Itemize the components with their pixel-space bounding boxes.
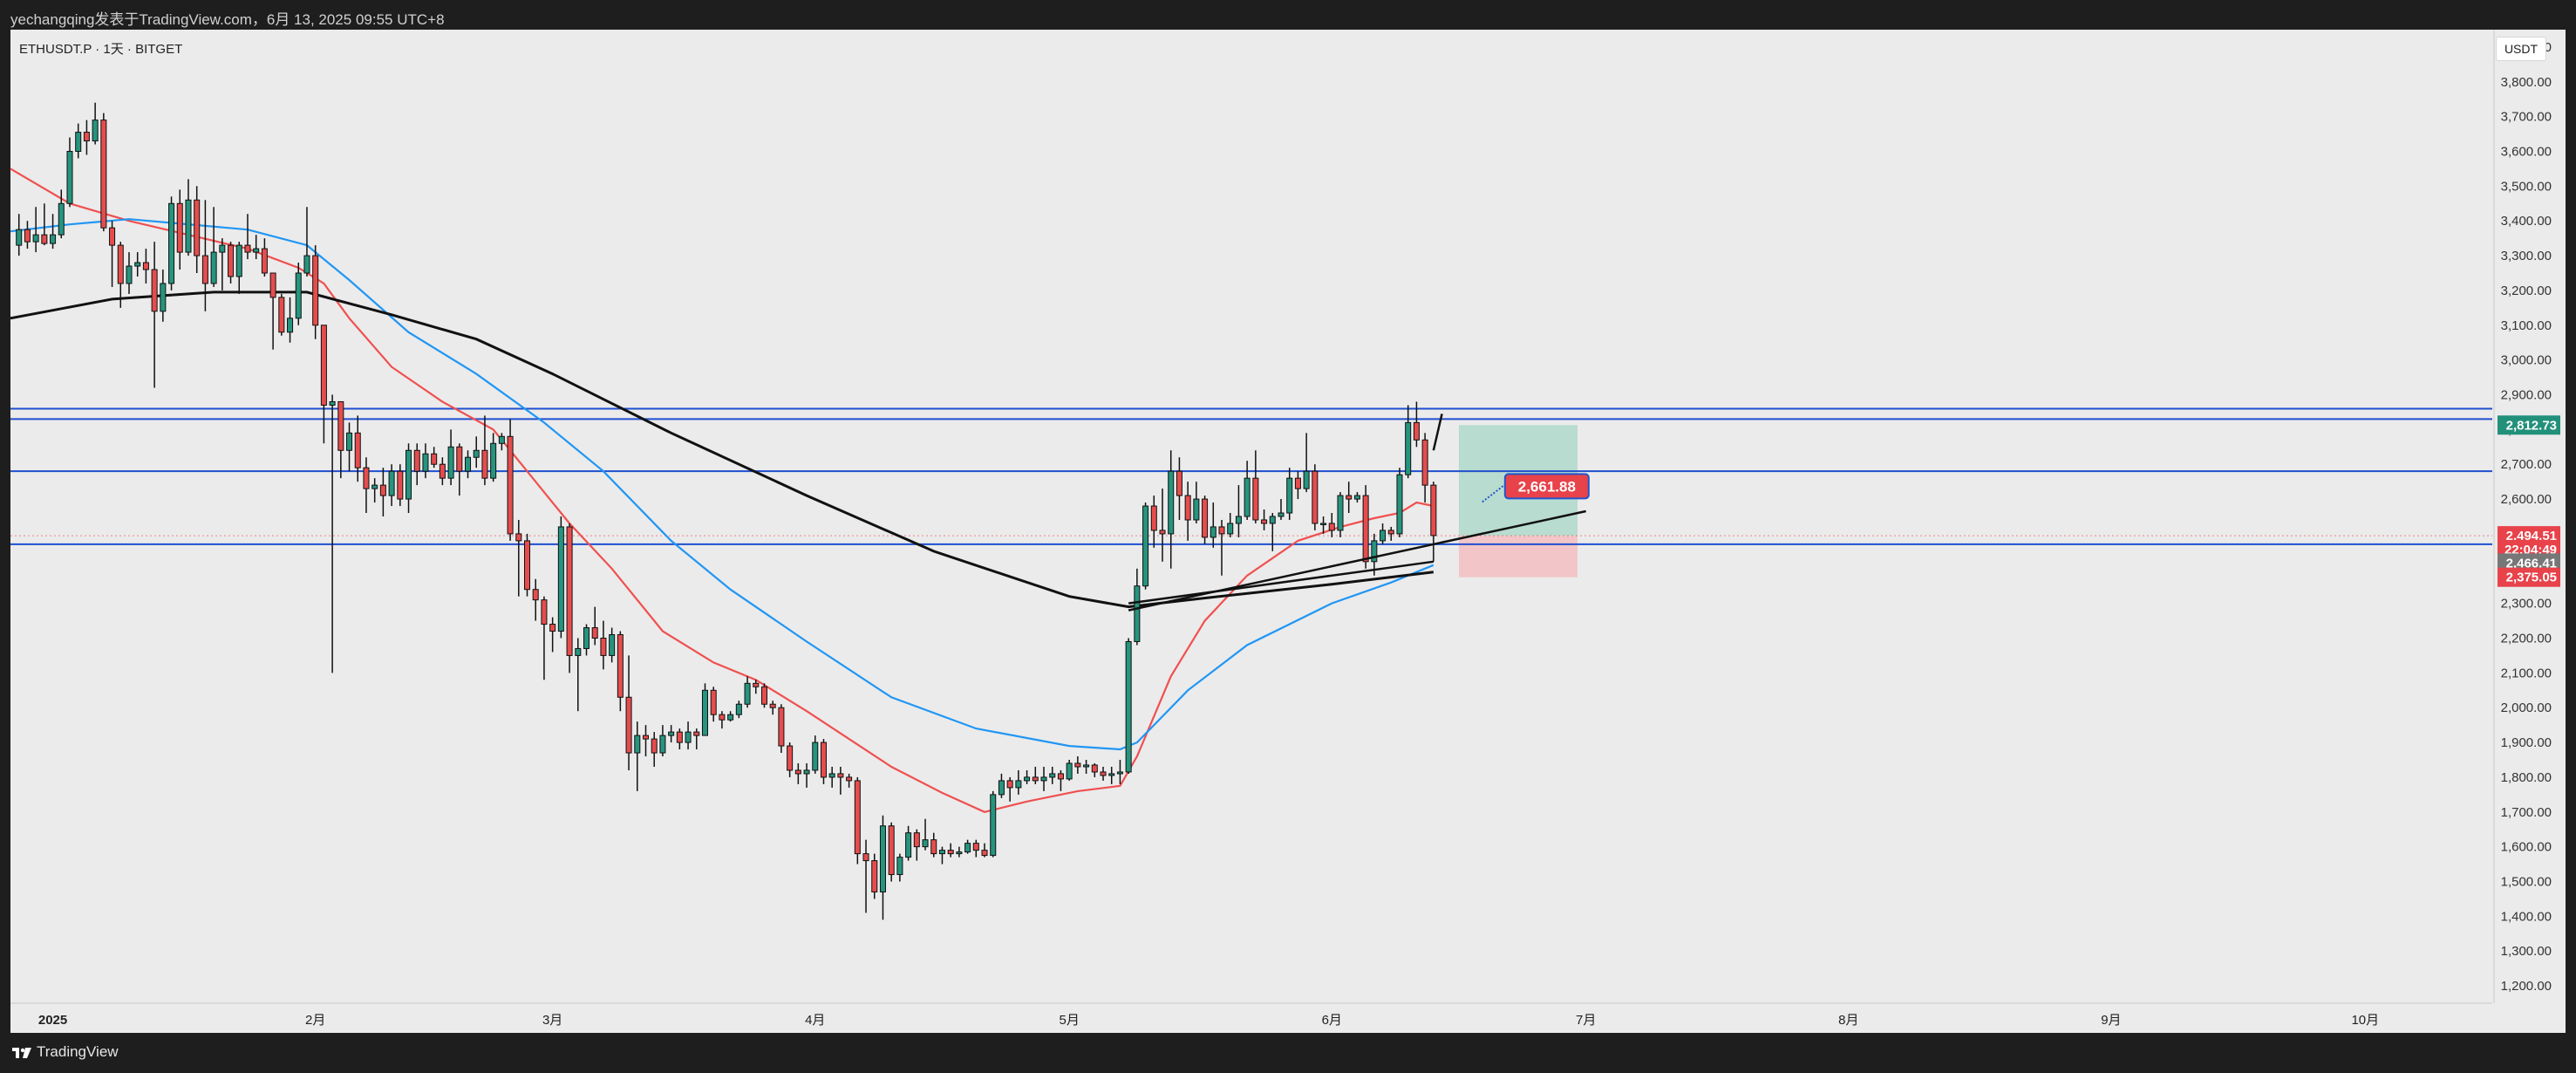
attribution-text: yechangqing发表于TradingView.com，6月 13, 202…: [10, 11, 445, 28]
brand[interactable]: TradingView: [12, 1043, 119, 1061]
tradingview-logo-icon: [12, 1047, 31, 1058]
brand-label: TradingView: [37, 1043, 119, 1060]
currency-button[interactable]: USDT: [2496, 37, 2546, 61]
bottom-bar: TradingView: [0, 1033, 2576, 1073]
top-attribution-bar: yechangqing发表于TradingView.com，6月 13, 202…: [0, 0, 2576, 30]
symbol-title: ETHUSDT.P · 1天 · BITGET: [19, 42, 183, 57]
chart-panel[interactable]: [10, 30, 2566, 1033]
